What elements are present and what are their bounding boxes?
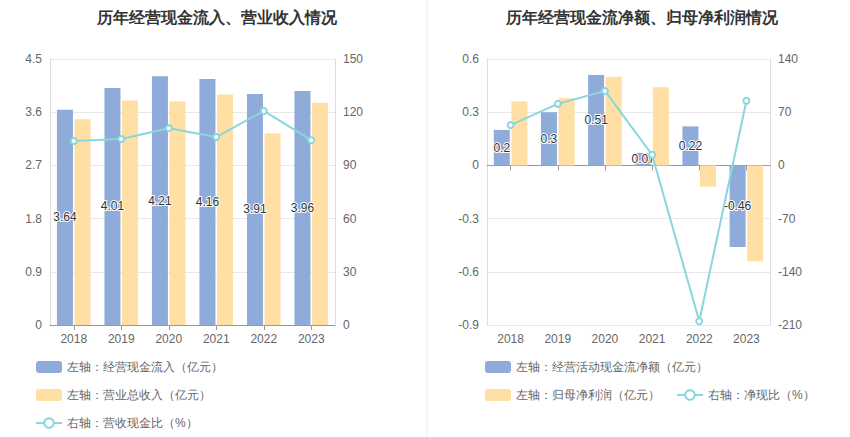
svg-text:3.91: 3.91 bbox=[243, 202, 267, 216]
svg-text:4.5: 4.5 bbox=[25, 52, 42, 66]
svg-text:0.2: 0.2 bbox=[493, 141, 510, 155]
svg-text:2021: 2021 bbox=[203, 332, 230, 346]
svg-text:0: 0 bbox=[343, 318, 350, 332]
svg-text:2019: 2019 bbox=[544, 332, 571, 346]
svg-text:0.07: 0.07 bbox=[632, 152, 656, 166]
svg-text:右轴：营收现金比（%）: 右轴：营收现金比（%） bbox=[67, 416, 198, 430]
svg-text:-70: -70 bbox=[778, 212, 796, 226]
svg-text:2022: 2022 bbox=[250, 332, 277, 346]
svg-text:2020: 2020 bbox=[592, 332, 619, 346]
svg-text:右轴：净现比（%）: 右轴：净现比（%） bbox=[708, 388, 815, 402]
svg-text:历年经营现金流净额、归母净利润情况: 历年经营现金流净额、归母净利润情况 bbox=[505, 8, 779, 26]
svg-text:0.3: 0.3 bbox=[541, 132, 558, 146]
svg-text:2022: 2022 bbox=[686, 332, 713, 346]
svg-text:0: 0 bbox=[778, 158, 785, 172]
svg-text:-210: -210 bbox=[778, 318, 802, 332]
svg-text:-140: -140 bbox=[778, 265, 802, 279]
svg-text:2.7: 2.7 bbox=[25, 158, 42, 172]
svg-text:2021: 2021 bbox=[639, 332, 666, 346]
svg-text:左轴：归母净利润（亿元）: 左轴：归母净利润（亿元） bbox=[516, 388, 660, 402]
svg-text:历年经营现金流入、营业收入情况: 历年经营现金流入、营业收入情况 bbox=[96, 8, 338, 26]
svg-text:0.3: 0.3 bbox=[462, 105, 479, 119]
svg-text:150: 150 bbox=[343, 52, 363, 66]
svg-text:2018: 2018 bbox=[497, 332, 524, 346]
svg-text:0: 0 bbox=[472, 158, 479, 172]
svg-text:-0.9: -0.9 bbox=[458, 318, 479, 332]
svg-text:4.16: 4.16 bbox=[196, 195, 220, 209]
svg-text:70: 70 bbox=[778, 105, 792, 119]
svg-text:4.01: 4.01 bbox=[101, 199, 125, 213]
svg-text:120: 120 bbox=[343, 105, 363, 119]
svg-text:0.9: 0.9 bbox=[25, 265, 42, 279]
svg-text:左轴：经营现金流入（亿元）: 左轴：经营现金流入（亿元） bbox=[67, 360, 223, 374]
svg-text:60: 60 bbox=[343, 212, 357, 226]
svg-text:2018: 2018 bbox=[60, 332, 87, 346]
svg-text:2023: 2023 bbox=[298, 332, 325, 346]
svg-text:0.51: 0.51 bbox=[584, 113, 608, 127]
svg-text:-0.46: -0.46 bbox=[724, 199, 752, 213]
svg-text:90: 90 bbox=[343, 158, 357, 172]
svg-text:2019: 2019 bbox=[108, 332, 135, 346]
svg-text:左轴：营业总收入（亿元）: 左轴：营业总收入（亿元） bbox=[67, 388, 211, 402]
svg-text:-0.6: -0.6 bbox=[458, 265, 479, 279]
svg-text:3.64: 3.64 bbox=[53, 210, 77, 224]
svg-text:3.6: 3.6 bbox=[25, 105, 42, 119]
svg-text:左轴：经营活动现金流净额（亿元）: 左轴：经营活动现金流净额（亿元） bbox=[516, 360, 708, 374]
svg-text:0: 0 bbox=[35, 318, 42, 332]
svg-text:0.6: 0.6 bbox=[462, 52, 479, 66]
svg-text:4.21: 4.21 bbox=[148, 194, 172, 208]
svg-text:-0.3: -0.3 bbox=[458, 212, 479, 226]
svg-text:3.96: 3.96 bbox=[291, 201, 315, 215]
svg-text:2020: 2020 bbox=[155, 332, 182, 346]
svg-text:0.22: 0.22 bbox=[679, 139, 703, 153]
svg-text:140: 140 bbox=[778, 52, 798, 66]
svg-text:2023: 2023 bbox=[733, 332, 760, 346]
svg-text:1.8: 1.8 bbox=[25, 212, 42, 226]
svg-text:30: 30 bbox=[343, 265, 357, 279]
